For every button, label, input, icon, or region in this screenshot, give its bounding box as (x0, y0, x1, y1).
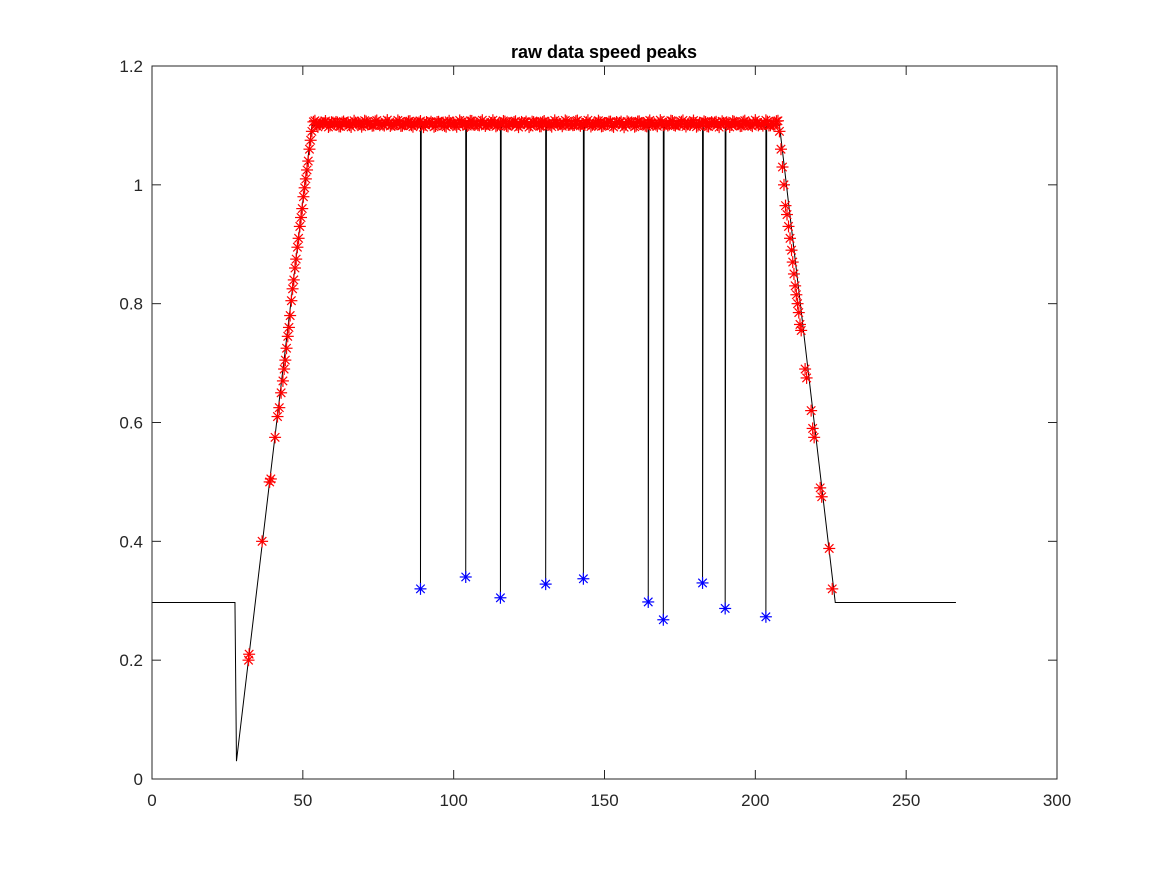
peak-marker (779, 199, 792, 212)
y-tick-label: 0.2 (119, 651, 143, 670)
peak-marker (826, 582, 839, 595)
trough-marker (494, 591, 507, 604)
x-tick-label: 150 (590, 791, 618, 810)
peak-marker (799, 363, 812, 376)
peak-marker (784, 232, 797, 245)
trough-marker (719, 602, 732, 615)
peak-marker (287, 273, 300, 286)
trough-marker (759, 610, 772, 623)
peak-marker (787, 267, 800, 280)
peak-marker (293, 220, 306, 233)
trough-marker (414, 582, 427, 595)
chart-title: raw data speed peaks (511, 42, 697, 62)
peak-marker (269, 431, 282, 444)
x-tick-label: 50 (293, 791, 312, 810)
trough-marker (577, 572, 590, 585)
y-tick-label: 0.4 (119, 532, 143, 551)
x-tick-label: 0 (147, 791, 156, 810)
peak-marker (288, 262, 301, 275)
y-tick-label: 0.8 (119, 295, 143, 314)
peak-marker (273, 401, 286, 414)
peak-marker (303, 143, 316, 156)
peak-marker (281, 330, 294, 343)
peak-marker (823, 542, 836, 555)
peak-marker (242, 654, 255, 667)
peak-marker (284, 309, 297, 322)
peak-marker (291, 241, 304, 254)
trough-marker (539, 578, 552, 591)
trough-marker (657, 613, 670, 626)
peak-marker (800, 371, 813, 384)
peak-marker (278, 363, 291, 376)
peak-marker (286, 282, 299, 295)
peak-marker (771, 114, 784, 127)
peak-marker (789, 279, 802, 292)
peak-marker (285, 294, 298, 307)
peak-marker (290, 253, 303, 266)
peak-marker (805, 404, 818, 417)
peak-marker (782, 220, 795, 233)
peak-marker (271, 410, 284, 423)
peak-marker (275, 386, 288, 399)
trough-marker (459, 570, 472, 583)
peak-marker (297, 190, 310, 203)
peak-marker (301, 163, 314, 176)
peak-marker (790, 288, 803, 301)
peak-marker (773, 125, 786, 138)
peak-marker (776, 161, 789, 174)
peak-marker (282, 321, 295, 334)
x-tick-label: 100 (439, 791, 467, 810)
peak-marker (785, 244, 798, 257)
peak-marker (302, 155, 315, 168)
peak-marker (806, 422, 819, 435)
peak-marker (795, 324, 808, 337)
peak-marker (815, 490, 828, 503)
peak-marker (304, 134, 317, 147)
y-tick-label: 0.6 (119, 414, 143, 433)
y-tick-label: 1 (134, 176, 143, 195)
x-tick-label: 250 (892, 791, 920, 810)
peak-marker (299, 172, 312, 185)
peak-marker (814, 481, 827, 494)
peak-marker (276, 374, 289, 387)
peak-marker (774, 143, 787, 156)
peak-marker (786, 256, 799, 269)
peak-marker (781, 208, 794, 221)
peak-marker (243, 648, 256, 661)
x-tick-label: 300 (1043, 791, 1071, 810)
peak-marker (791, 297, 804, 310)
peak-marker (256, 535, 269, 548)
peak-marker (279, 354, 292, 367)
trough-marker (642, 595, 655, 608)
peak-marker (292, 232, 305, 245)
peak-marker (296, 202, 309, 215)
trough-marker (696, 576, 709, 589)
peak-marker (264, 472, 277, 485)
peak-marker (792, 306, 805, 319)
peak-marker (808, 431, 821, 444)
x-tick-label: 200 (741, 791, 769, 810)
y-tick-label: 1.2 (119, 57, 143, 76)
peak-marker (777, 178, 790, 191)
peak-marker (295, 211, 308, 224)
peak-marker (305, 125, 318, 138)
axes-box (151, 65, 1058, 780)
peak-marker (280, 342, 293, 355)
peak-marker (298, 181, 311, 194)
y-tick-label: 0 (134, 770, 143, 789)
